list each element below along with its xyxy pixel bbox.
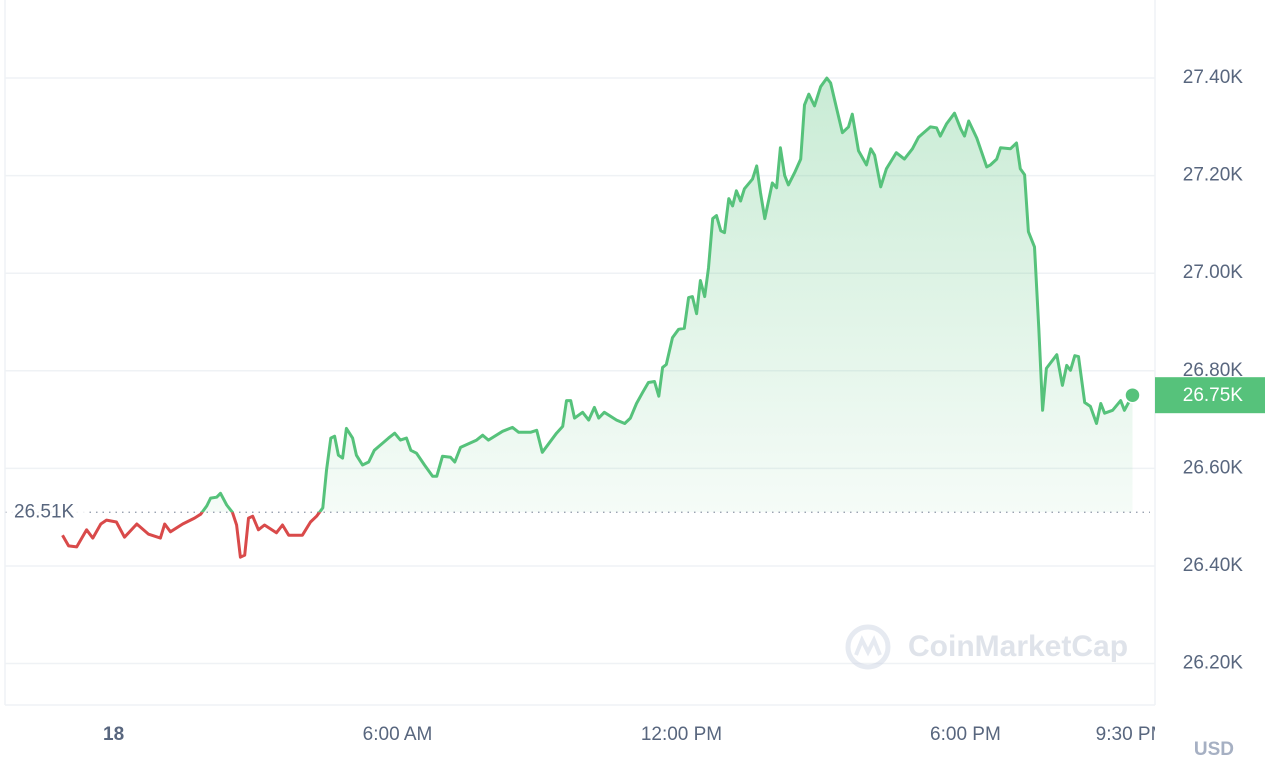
watermark: CoinMarketCap bbox=[908, 630, 1128, 663]
price-area bbox=[202, 78, 1133, 513]
reference-label-bg bbox=[8, 498, 88, 527]
current-price-label: 26.75K bbox=[1183, 385, 1244, 406]
currency-label: USD bbox=[1194, 739, 1234, 760]
price-line-down bbox=[61, 512, 322, 559]
y-tick-label: 27.00K bbox=[1183, 262, 1244, 283]
y-tick-label: 27.40K bbox=[1183, 67, 1244, 88]
reference-label: 26.51K bbox=[14, 501, 75, 522]
current-price-tag bbox=[1155, 377, 1265, 414]
x-tick-label: 18 bbox=[103, 724, 124, 745]
price-line-up bbox=[200, 76, 1134, 513]
x-tick-label: 6:00 AM bbox=[363, 724, 433, 745]
last-point bbox=[1124, 386, 1141, 404]
watermark-logo bbox=[845, 624, 891, 670]
y-tick-label: 26.20K bbox=[1183, 653, 1244, 674]
y-tick-label: 26.80K bbox=[1183, 360, 1244, 381]
x-tick-label: 6:00 PM bbox=[930, 724, 1001, 745]
y-tick-label: 26.60K bbox=[1183, 457, 1244, 478]
x-axis-labels: 18 6:00 AM 12:00 PM 6:00 PM 9:30 PM bbox=[103, 724, 1167, 745]
x-tick-label: 12:00 PM bbox=[641, 724, 722, 745]
y-tick-label: 26.40K bbox=[1183, 555, 1244, 576]
y-tick-label: 27.20K bbox=[1183, 165, 1244, 186]
x-tick-label: 9:30 PM bbox=[1096, 724, 1167, 745]
